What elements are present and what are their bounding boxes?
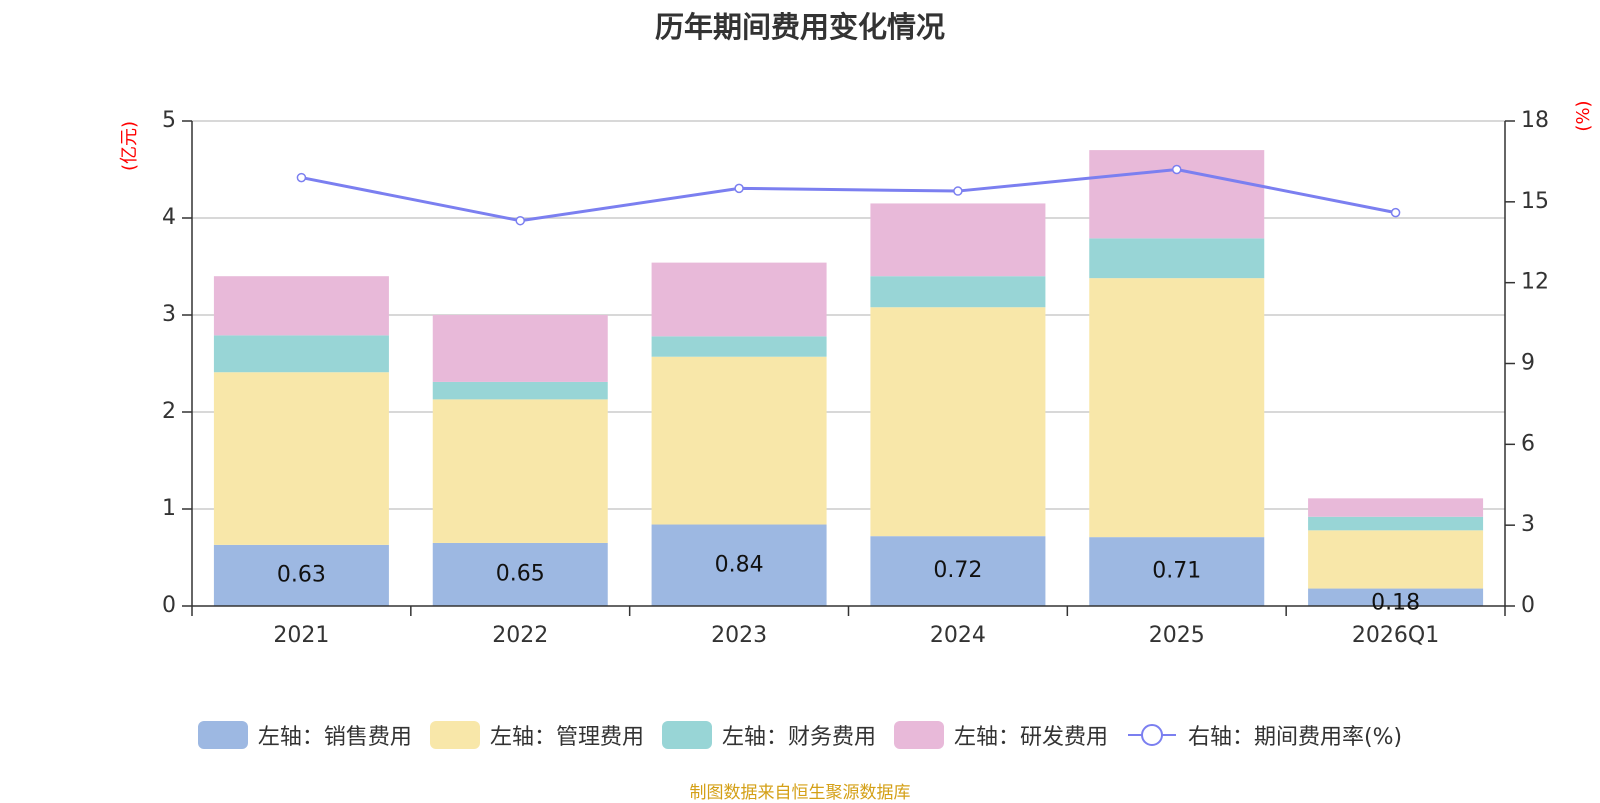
- x-axis-tick-label: 2026Q1: [1352, 623, 1439, 648]
- bar-admin: [1308, 530, 1484, 589]
- legend-item-finance[interactable]: 左轴：财务费用: [661, 719, 876, 751]
- x-axis-tick-label: 2024: [930, 623, 986, 648]
- bar-finance: [432, 381, 608, 400]
- left-axis-tick-label: 3: [162, 302, 176, 327]
- expense-rate-point: [296, 172, 307, 183]
- expense-rate-point: [1172, 164, 1182, 175]
- bar-rnd: [870, 203, 1046, 277]
- bar-value-label: 0.71: [1152, 559, 1201, 584]
- expense-rate-point: [734, 183, 744, 194]
- right-axis-tick-label: 12: [1521, 270, 1549, 295]
- bar-value-label: 0.72: [933, 558, 982, 583]
- right-axis-tick-label: 9: [1521, 351, 1535, 376]
- left-axis-unit-label: (亿元): [119, 121, 140, 171]
- right-axis-tick-label: 6: [1521, 431, 1535, 456]
- data-labels: 0.63 0.65 0.84 0.72 0.71 0.18: [277, 552, 1420, 615]
- bar-sales: [432, 542, 608, 606]
- right-axis-tick-label: 15: [1521, 189, 1549, 214]
- left-axis-tick-label: 1: [162, 496, 176, 521]
- bar-value-label: 0.18: [1371, 590, 1420, 615]
- right-axis-tick-label: 0: [1521, 593, 1535, 618]
- right-axis-tick-label: 18: [1521, 108, 1549, 133]
- x-axis-tick-label: 2023: [711, 623, 767, 648]
- expense-rate-point: [515, 215, 525, 226]
- bar-finance: [870, 276, 1046, 308]
- bar-sales: [870, 536, 1046, 606]
- legend-item-admin[interactable]: 左轴：管理费用: [429, 719, 644, 751]
- left-axis-tick-label: 2: [162, 399, 176, 424]
- chart-title: 历年期间费用变化情况: [654, 10, 945, 44]
- bar-rnd: [651, 262, 827, 337]
- data-source-note: 制图数据来自恒生聚源数据库: [689, 783, 911, 803]
- legend-item-rnd[interactable]: 左轴：研发费用: [893, 719, 1108, 751]
- legend-item-expense-rate[interactable]: 右轴：期间费用率(%): [1126, 719, 1402, 751]
- legend-label-finance: 左轴：财务费用: [721, 725, 876, 750]
- legend-label-admin: 左轴：管理费用: [489, 725, 644, 750]
- expense-rate-point: [953, 186, 963, 196]
- bar-finance: [1089, 238, 1265, 279]
- bar-value-label: 0.65: [496, 561, 545, 586]
- x-axis-tick-label: 2021: [273, 623, 329, 648]
- legend-line-marker-icon: [1127, 724, 1176, 746]
- legend-label-rnd: 左轴：研发费用: [953, 725, 1108, 750]
- bar-rnd: [1308, 498, 1484, 517]
- x-axis-tick-label: 2022: [492, 623, 548, 648]
- line-series: [296, 164, 1401, 226]
- x-axis-tick-label: 2025: [1149, 623, 1205, 648]
- legend: 左轴：销售费用 左轴：管理费用 左轴：财务费用 左轴：研发费用 右轴：期间费用率…: [0, 719, 1600, 751]
- bar-group: [213, 150, 1484, 606]
- expense-rate-line: [301, 167, 1396, 223]
- bar-sales: [1089, 537, 1265, 606]
- right-axis-unit-label: (%): [1573, 100, 1594, 131]
- left-axis-tick-label: 0: [162, 593, 176, 618]
- legend-swatch-admin: [429, 721, 480, 749]
- expense-rate-point: [1390, 207, 1401, 218]
- bar-sales: [1308, 588, 1484, 606]
- bar-value-label: 0.63: [277, 562, 326, 587]
- bar-rnd: [213, 276, 389, 336]
- left-axis-tick-label: 4: [162, 205, 176, 230]
- bar-sales: [213, 544, 389, 606]
- bar-admin: [870, 307, 1046, 537]
- left-axis-tick-label: 5: [162, 108, 176, 133]
- bar-finance: [213, 335, 389, 373]
- gridlines: [192, 120, 1505, 510]
- legend-item-sales[interactable]: 左轴：销售费用: [197, 719, 412, 751]
- bar-sales: [651, 524, 827, 606]
- legend-label-expense-rate: 右轴：期间费用率(%): [1187, 725, 1403, 750]
- bar-admin: [432, 399, 608, 543]
- right-axis-tick-label: 3: [1521, 512, 1535, 537]
- bar-admin: [651, 356, 827, 525]
- legend-swatch-finance: [661, 721, 712, 749]
- legend-swatch-sales: [197, 721, 248, 749]
- bar-rnd: [432, 315, 608, 382]
- bar-finance: [651, 336, 827, 357]
- bar-value-label: 0.84: [715, 552, 764, 577]
- legend-label-sales: 左轴：销售费用: [257, 725, 412, 750]
- legend-swatch-rnd: [893, 721, 944, 749]
- bar-rnd: [1089, 150, 1265, 239]
- bar-admin: [1089, 278, 1265, 538]
- bar-admin: [213, 372, 389, 545]
- bar-finance: [1308, 516, 1484, 531]
